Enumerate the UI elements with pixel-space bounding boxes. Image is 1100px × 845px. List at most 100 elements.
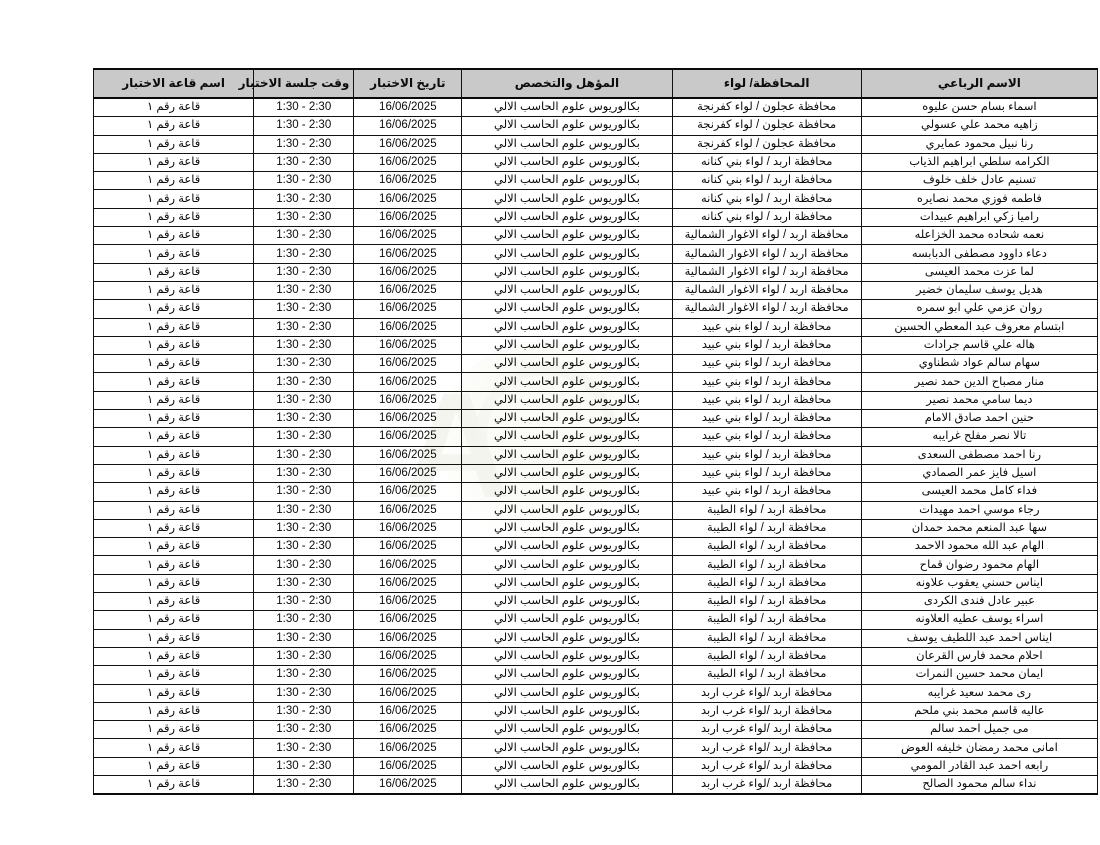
exam-date-cell: 16/06/2025 — [353, 390, 463, 411]
governorate-cell: محافظة اربد / لواء بني عبيد — [671, 482, 862, 502]
exam-date-cell: 16/06/2025 — [353, 171, 463, 191]
exam-time-cell: 1:30 - 2:30 — [253, 299, 355, 319]
qualification-cell: بكالوريوس علوم الحاسب الالي — [461, 445, 673, 465]
qualification-cell: بكالوريوس علوم الحاسب الالي — [461, 665, 673, 685]
candidate-name-cell: احلام محمد فارس القرعان — [860, 646, 1099, 667]
governorate-cell: محافظة اربد / لواء الاغوار الشمالية — [671, 262, 862, 282]
candidate-name-cell: رابعه احمد عبد القادر المومي — [860, 756, 1099, 776]
qualification-cell: بكالوريوس علوم الحاسب الالي — [461, 701, 673, 722]
exam-date-cell: 16/06/2025 — [353, 482, 463, 502]
governorate-cell: محافظة اربد / لواء بني عبيد — [671, 427, 862, 447]
table-row: اسيل فايز عمر الصمادي محافظة اربد / لواء … — [92, 463, 1099, 484]
table-row: رابعه احمد عبد القادر المومي محافظة اربد … — [92, 756, 1099, 776]
hall-name-cell: قاعة رقم ١ — [92, 738, 255, 758]
exam-date-cell: 16/06/2025 — [353, 317, 463, 337]
exam-time-cell: 1:30 - 2:30 — [253, 280, 355, 301]
table-row: حنين احمد صادق الامام محافظة اربد / لواء … — [92, 409, 1099, 429]
exam-time-cell: 1:30 - 2:30 — [253, 390, 355, 411]
qualification-cell: بكالوريوس علوم الحاسب الالي — [461, 774, 673, 796]
candidate-name-cell: دعاء داوود مصطفى الدبابسه — [860, 244, 1099, 264]
table-row: روان عزمي علي ابو سمره محافظة اربد / لواء… — [92, 299, 1099, 319]
exam-date-cell: 16/06/2025 — [353, 463, 463, 484]
table-row: رنا احمد مصطفى السعدى محافظة اربد / لواء … — [92, 445, 1099, 465]
hall-name-cell: قاعة رقم ١ — [92, 335, 255, 356]
table-row: ايناس حسني يعقوب علاونه محافظة اربد / لوا… — [92, 573, 1099, 594]
table-row: تسنيم عادل خلف خلوف محافظة اربد / لواء بن… — [92, 171, 1099, 191]
candidate-name-cell: تالا نصر مفلح غرايبه — [860, 427, 1099, 447]
table-row: ديما سامي محمد نصير محافظة اربد / لواء بن… — [92, 390, 1099, 411]
governorate-cell: محافظة عجلون / لواء كفرنجة — [671, 134, 862, 154]
hall-name-cell: قاعة رقم ١ — [92, 244, 255, 264]
exam-date-cell: 16/06/2025 — [353, 701, 463, 722]
table-row: تالا نصر مفلح غرايبه محافظة اربد / لواء ب… — [92, 427, 1099, 447]
qualification-cell: بكالوريوس علوم الحاسب الالي — [461, 244, 673, 264]
governorate-cell: محافظة اربد / لواء الطيبة — [671, 665, 862, 685]
candidate-name-cell: راميا زكي ابراهيم عبيدات — [860, 207, 1099, 228]
candidate-name-cell: زاهيه محمد علي عسولي — [860, 116, 1099, 136]
exam-date-cell: 16/06/2025 — [353, 555, 463, 575]
table-row: امانى محمد رمضان خليفه العوض محافظة اربد … — [92, 738, 1099, 758]
hall-name-cell: قاعة رقم ١ — [92, 409, 255, 429]
hall-name-cell: قاعة رقم ١ — [92, 683, 255, 703]
table-row: الهام محمود رضوان قماح محافظة اربد / لواء… — [92, 555, 1099, 575]
governorate-cell: محافظة اربد / لواء الاغوار الشمالية — [671, 226, 862, 246]
column-header-qualification: المؤهل والتخصص — [461, 68, 673, 99]
exam-date-cell: 16/06/2025 — [353, 134, 463, 154]
exam-time-cell: 1:30 - 2:30 — [253, 244, 355, 264]
exam-time-cell: 1:30 - 2:30 — [253, 463, 355, 484]
hall-name-cell: قاعة رقم ١ — [92, 482, 255, 502]
candidate-name-cell: اسراء يوسف عطيه العلاونه — [860, 610, 1099, 630]
exam-date-cell: 16/06/2025 — [353, 427, 463, 447]
qualification-cell: بكالوريوس علوم الحاسب الالي — [461, 152, 673, 173]
hall-name-cell: قاعة رقم ١ — [92, 665, 255, 685]
table-row: عبير عادل فندى الكردى محافظة اربد / لواء … — [92, 592, 1099, 612]
candidate-name-cell: رنا احمد مصطفى السعدى — [860, 445, 1099, 465]
exam-time-cell: 1:30 - 2:30 — [253, 226, 355, 246]
table-row: اسراء يوسف عطيه العلاونه محافظة اربد / لو… — [92, 610, 1099, 630]
exam-date-cell: 16/06/2025 — [353, 500, 463, 520]
exam-time-cell: 1:30 - 2:30 — [253, 171, 355, 191]
exam-time-cell: 1:30 - 2:30 — [253, 189, 355, 209]
table-row: رجاء موسي احمد مهيدات محافظة اربد / لواء … — [92, 500, 1099, 520]
table-row: هديل يوسف سليمان خضير محافظة اربد / لواء … — [92, 280, 1099, 301]
candidate-name-cell: عبير عادل فندى الكردى — [860, 592, 1099, 612]
qualification-cell: بكالوريوس علوم الحاسب الالي — [461, 482, 673, 502]
hall-name-cell: قاعة رقم ١ — [92, 720, 255, 740]
candidate-name-cell: ايناس حسني يعقوب علاونه — [860, 573, 1099, 594]
exam-time-cell: 1:30 - 2:30 — [253, 646, 355, 667]
exam-candidates-table: الاسم الرباعي المحافظة/ لواء المؤهل والت… — [92, 68, 1099, 796]
qualification-cell: بكالوريوس علوم الحاسب الالي — [461, 317, 673, 337]
exam-date-cell: 16/06/2025 — [353, 97, 463, 118]
candidate-name-cell: اسماء بسام حسن عليوه — [860, 97, 1099, 118]
qualification-cell: بكالوريوس علوم الحاسب الالي — [461, 280, 673, 301]
governorate-cell: محافظة اربد / لواء الطيبة — [671, 537, 862, 557]
hall-name-cell: قاعة رقم ١ — [92, 116, 255, 136]
column-header-exam-time: وقت جلسة الاختبار — [239, 68, 355, 99]
governorate-cell: محافظة اربد / لواء الطيبة — [671, 573, 862, 594]
exam-date-cell: 16/06/2025 — [353, 756, 463, 776]
governorate-cell: محافظة اربد /لواء غرب اربد — [671, 774, 862, 796]
exam-time-cell: 1:30 - 2:30 — [253, 116, 355, 136]
candidate-name-cell: منار مصباح الدين حمد نصير — [860, 372, 1099, 392]
exam-date-cell: 16/06/2025 — [353, 774, 463, 796]
exam-date-cell: 16/06/2025 — [353, 445, 463, 465]
exam-date-cell: 16/06/2025 — [353, 683, 463, 703]
hall-name-cell: قاعة رقم ١ — [92, 463, 255, 484]
hall-name-cell: قاعة رقم ١ — [92, 628, 255, 648]
governorate-cell: محافظة اربد /لواء غرب اربد — [671, 683, 862, 703]
governorate-cell: محافظة اربد / لواء بني كنانه — [671, 171, 862, 191]
governorate-cell: محافظة اربد / لواء بني عبيد — [671, 354, 862, 374]
qualification-cell: بكالوريوس علوم الحاسب الالي — [461, 207, 673, 228]
candidate-name-cell: حنين احمد صادق الامام — [860, 409, 1099, 429]
qualification-cell: بكالوريوس علوم الحاسب الالي — [461, 97, 673, 118]
table-row: نعمه شحاده محمد الخزاعله محافظة اربد / لو… — [92, 226, 1099, 246]
exam-time-cell: 1:30 - 2:30 — [253, 427, 355, 447]
table-row: ايمان محمد حسين النمرات محافظة اربد / لوا… — [92, 665, 1099, 685]
candidate-name-cell: سهام سالم عواد شطناوي — [860, 354, 1099, 374]
qualification-cell: بكالوريوس علوم الحاسب الالي — [461, 226, 673, 246]
qualification-cell: بكالوريوس علوم الحاسب الالي — [461, 262, 673, 282]
table-row: راميا زكي ابراهيم عبيدات محافظة اربد / لو… — [92, 207, 1099, 228]
qualification-cell: بكالوريوس علوم الحاسب الالي — [461, 683, 673, 703]
governorate-cell: محافظة اربد /لواء غرب اربد — [671, 701, 862, 722]
